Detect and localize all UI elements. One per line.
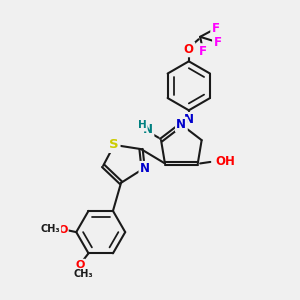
Text: O: O (75, 260, 85, 270)
Text: CH₃: CH₃ (41, 224, 60, 234)
Text: F: F (212, 22, 220, 35)
Text: F: F (214, 36, 221, 49)
Text: CH₃: CH₃ (74, 269, 94, 279)
Text: H: H (138, 120, 146, 130)
Text: O: O (184, 43, 194, 56)
Text: F: F (199, 45, 207, 58)
Text: N: N (184, 113, 194, 126)
Text: N: N (176, 118, 186, 131)
Text: N: N (140, 162, 150, 175)
Text: S: S (110, 138, 119, 152)
Text: OH: OH (216, 155, 236, 168)
Text: N: N (143, 124, 153, 136)
Text: O: O (58, 225, 68, 235)
